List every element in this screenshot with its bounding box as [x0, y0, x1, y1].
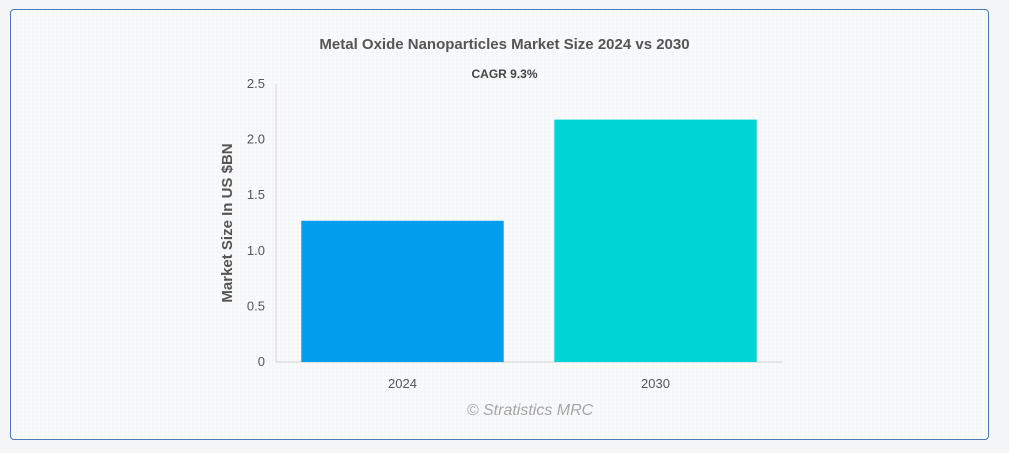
bar-2030 — [554, 119, 757, 362]
y-tick-label: 0.5 — [247, 298, 265, 313]
y-tick-label: 2.5 — [247, 76, 265, 91]
y-tick-label: 1.0 — [247, 243, 265, 258]
x-tick-label: 2030 — [641, 376, 670, 391]
chart-subtitle: CAGR 9.3% — [471, 67, 538, 81]
credit-watermark: © Stratistics MRC — [466, 402, 594, 419]
y-tick-label: 0 — [258, 354, 265, 369]
y-tick-label: 1.5 — [247, 187, 265, 202]
y-tick-labels: 0 0.5 1.0 1.5 2.0 2.5 — [247, 76, 265, 369]
bar-2024 — [301, 220, 504, 362]
chart-title: Metal Oxide Nanoparticles Market Size 20… — [319, 36, 690, 53]
x-tick-labels: 2024 2030 — [388, 376, 670, 391]
y-tick-label: 2.0 — [247, 132, 265, 147]
bars — [301, 119, 757, 362]
y-axis-label: Market Size In US $BN — [219, 143, 236, 302]
x-tick-label: 2024 — [388, 376, 417, 391]
